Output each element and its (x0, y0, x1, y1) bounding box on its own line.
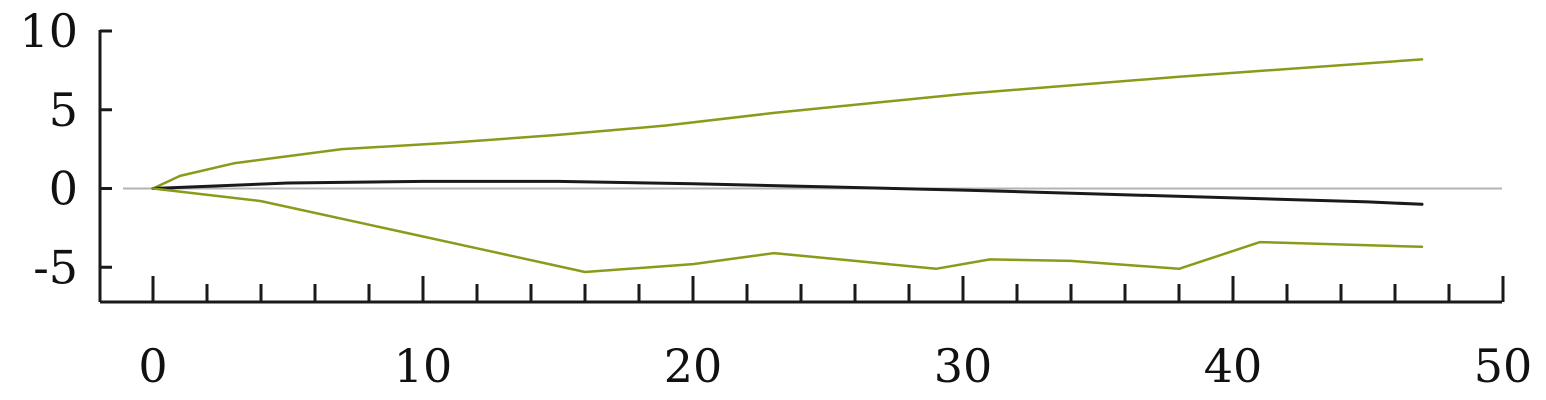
axes-layer (98, 29, 1505, 304)
y-tick-label--5: -5 (33, 240, 78, 294)
x-tick-label-20: 20 (664, 339, 723, 393)
y-tick-label-10: 10 (19, 4, 78, 58)
x-tick-label-40: 40 (1204, 339, 1263, 393)
series-layer (151, 58, 1424, 274)
x-tick-label-10: 10 (394, 339, 453, 393)
x-tick-label-30: 30 (934, 339, 993, 393)
series-line-3 (151, 187, 1424, 274)
y-tick-label-5: 5 (49, 83, 78, 137)
x-tick-label-0: 0 (138, 339, 167, 393)
series-line-2 (151, 179, 1424, 206)
series-line-1 (151, 58, 1424, 190)
x-tick-label-50: 50 (1474, 339, 1533, 393)
y-tick-label-0: 0 (49, 162, 78, 216)
